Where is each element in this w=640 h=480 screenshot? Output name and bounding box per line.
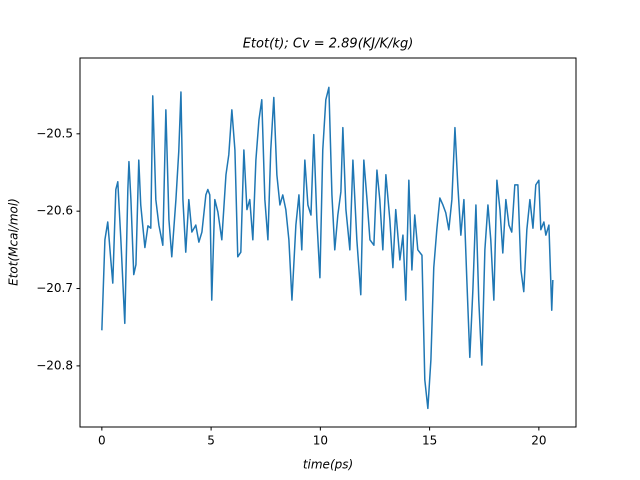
x-tick-label: 5 bbox=[207, 434, 215, 448]
x-tick-label: 20 bbox=[531, 434, 546, 448]
x-tick-label: 0 bbox=[98, 434, 106, 448]
x-tick-label: 15 bbox=[422, 434, 437, 448]
y-tick-label: −20.5 bbox=[36, 126, 73, 140]
x-tick-label: 10 bbox=[313, 434, 328, 448]
line-series bbox=[101, 86, 554, 410]
plot-frame bbox=[79, 57, 577, 428]
x-axis-label: time(ps) bbox=[303, 458, 353, 472]
y-axis-label: Etot(Mcal/mol) bbox=[7, 198, 21, 286]
y-tick-label: −20.8 bbox=[36, 358, 73, 372]
y-tick-label: −20.6 bbox=[36, 204, 73, 218]
chart-title: Etot(t); Cv = 2.89(KJ/K/kg) bbox=[243, 37, 414, 52]
y-tick-label: −20.7 bbox=[36, 281, 73, 295]
